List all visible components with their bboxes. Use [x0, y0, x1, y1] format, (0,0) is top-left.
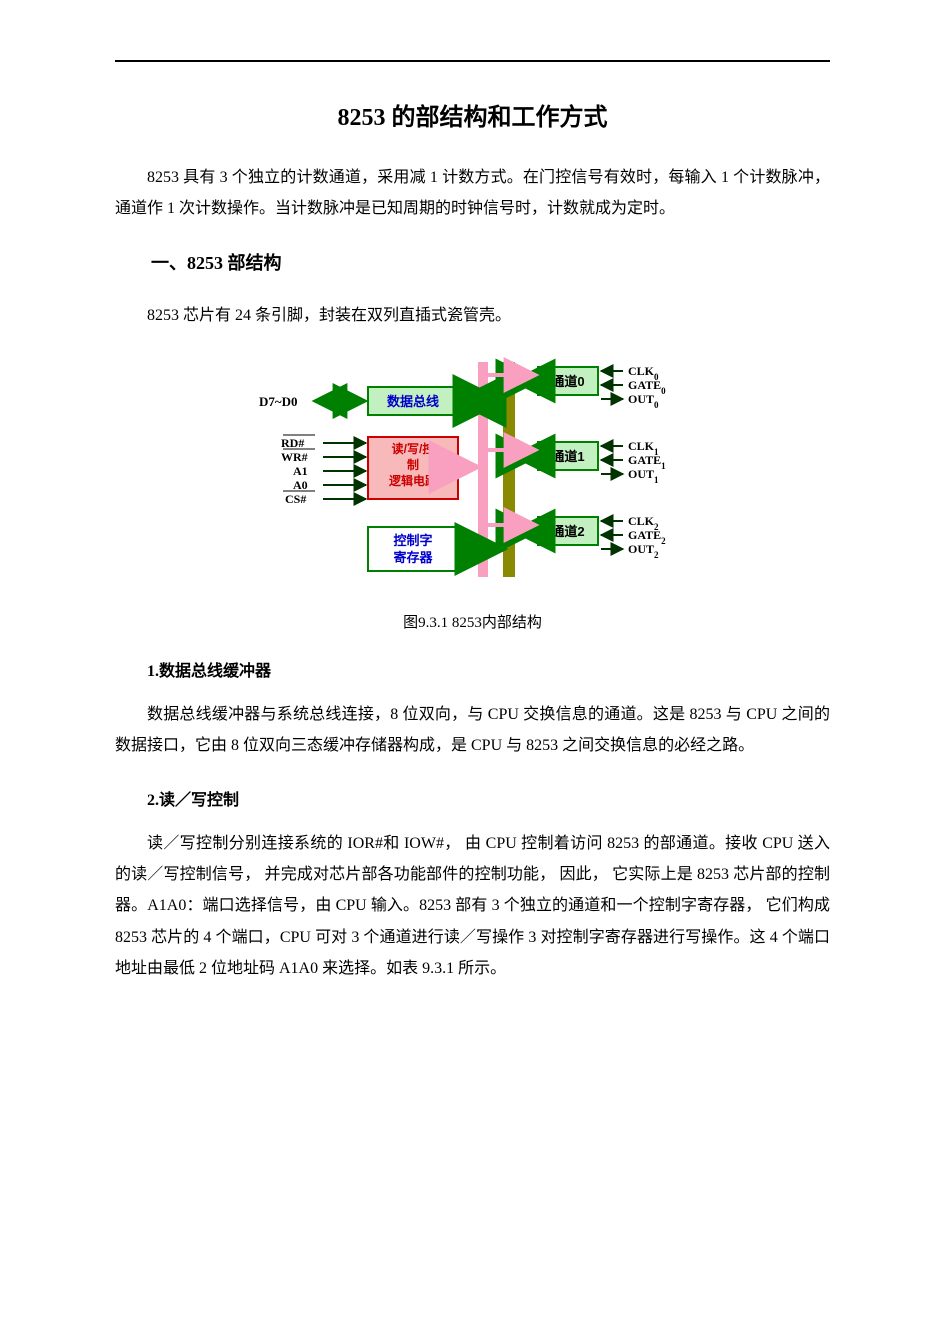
pin-a0: A0 [293, 478, 308, 492]
label-ctrl-l1: 控制字 [393, 533, 432, 548]
pin-rd: RD# [281, 436, 304, 450]
figure-caption: 图9.3.1 8253内部结构 [253, 611, 693, 632]
figure-9-3-1: 数据总线 D7~D0 读/写/控 制 逻辑电路 RD# [115, 357, 830, 632]
pin-d7d0: D7~D0 [259, 394, 298, 409]
vertical-bus-bar [503, 362, 515, 577]
section-1-p1: 8253 芯片有 24 条引脚，封装在双列直插式瓷管壳。 [115, 300, 830, 331]
pin-out2: OUT2 [628, 542, 659, 560]
vertical-pink-bus [478, 362, 488, 577]
pin-cs: CS# [285, 492, 306, 506]
label-rw-l2: 制 [406, 457, 418, 472]
pin-wr: WR# [281, 450, 308, 464]
pin-out1: OUT1 [628, 467, 659, 485]
sub-1-paragraph: 数据总线缓冲器与系统总线连接，8 位双向，与 CPU 交换信息的通道。这是 82… [115, 699, 830, 761]
label-ctrl-l2: 寄存器 [393, 550, 433, 565]
label-ch1: 通道1 [551, 449, 584, 464]
document-page: 8253 的部结构和工作方式 8253 具有 3 个独立的计数通道，采用减 1 … [0, 0, 945, 1089]
section-1-heading: 一、8253 部结构 [115, 249, 830, 275]
sub-2-paragraph: 读／写控制分别连接系统的 IOR#和 IOW#， 由 CPU 控制着访问 825… [115, 828, 830, 984]
intro-paragraph: 8253 具有 3 个独立的计数通道，采用减 1 计数方式。在门控信号有效时，每… [115, 162, 830, 224]
block-diagram-svg: 数据总线 D7~D0 读/写/控 制 逻辑电路 RD# [253, 357, 693, 602]
pin-a1: A1 [293, 464, 308, 478]
label-ch2: 通道2 [551, 524, 584, 539]
pin-out0: OUT0 [628, 392, 659, 410]
label-data-bus: 数据总线 [386, 394, 438, 409]
label-rw-l3: 逻辑电路 [388, 473, 437, 488]
sub-1-heading: 1.数据总线缓冲器 [115, 657, 830, 681]
label-rw-l1: 读/写/控 [391, 441, 434, 456]
top-rule [115, 60, 830, 62]
figure-inner: 数据总线 D7~D0 读/写/控 制 逻辑电路 RD# [253, 357, 693, 632]
sub-2-heading: 2.读／写控制 [115, 786, 830, 810]
pin-group-rw: RD# WR# A1 A0 CS# [281, 435, 366, 506]
label-ch0: 通道0 [551, 374, 584, 389]
page-title: 8253 的部结构和工作方式 [115, 97, 830, 132]
